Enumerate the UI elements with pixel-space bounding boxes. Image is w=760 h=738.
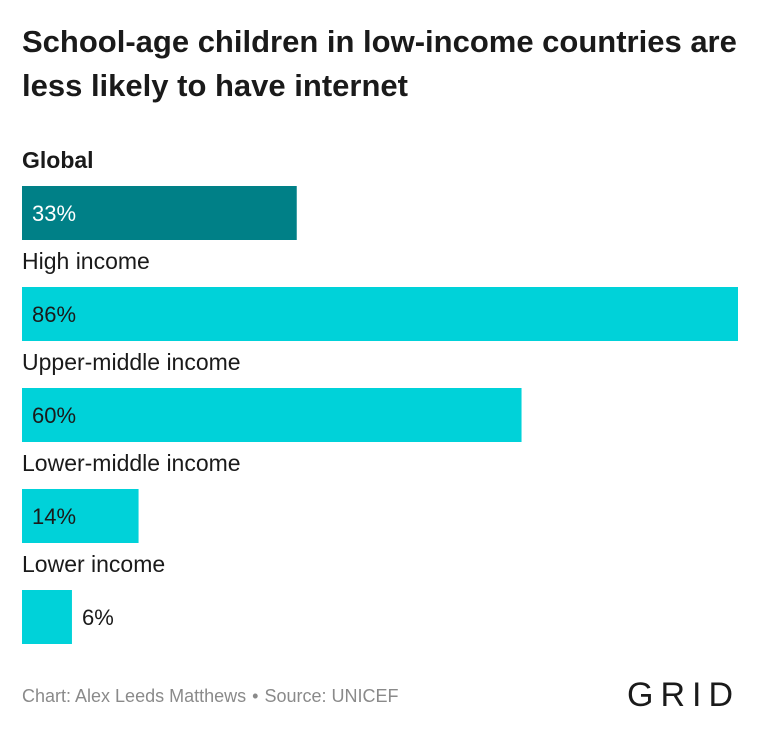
bar [22,186,297,240]
category-label: Lower-middle income [22,450,241,476]
bar [22,489,139,543]
chart-credit: Chart: Alex Leeds Matthews [22,686,247,706]
chart-title: School-age children in low-income countr… [22,24,737,103]
category-label: Upper-middle income [22,349,241,375]
value-label: 86% [32,302,76,327]
bar-chart: Global 33% High income 86% Upper-middle inco… [22,147,738,644]
value-label: 14% [32,504,76,529]
grid-logo: GRID [627,676,740,714]
category-label: Global [22,147,94,173]
bar [22,388,522,442]
chart-source: Source: UNICEF [264,686,399,706]
chart-footer: Chart: Alex Leeds Matthews • Source: UNICE… [22,686,398,707]
category-label: High income [22,248,150,274]
bar [22,590,72,644]
footer-separator: • [252,686,259,706]
category-label: Lower income [22,551,165,577]
bar [22,287,738,341]
value-label: 6% [82,605,114,630]
value-label: 33% [32,201,76,226]
value-label: 60% [32,403,76,428]
